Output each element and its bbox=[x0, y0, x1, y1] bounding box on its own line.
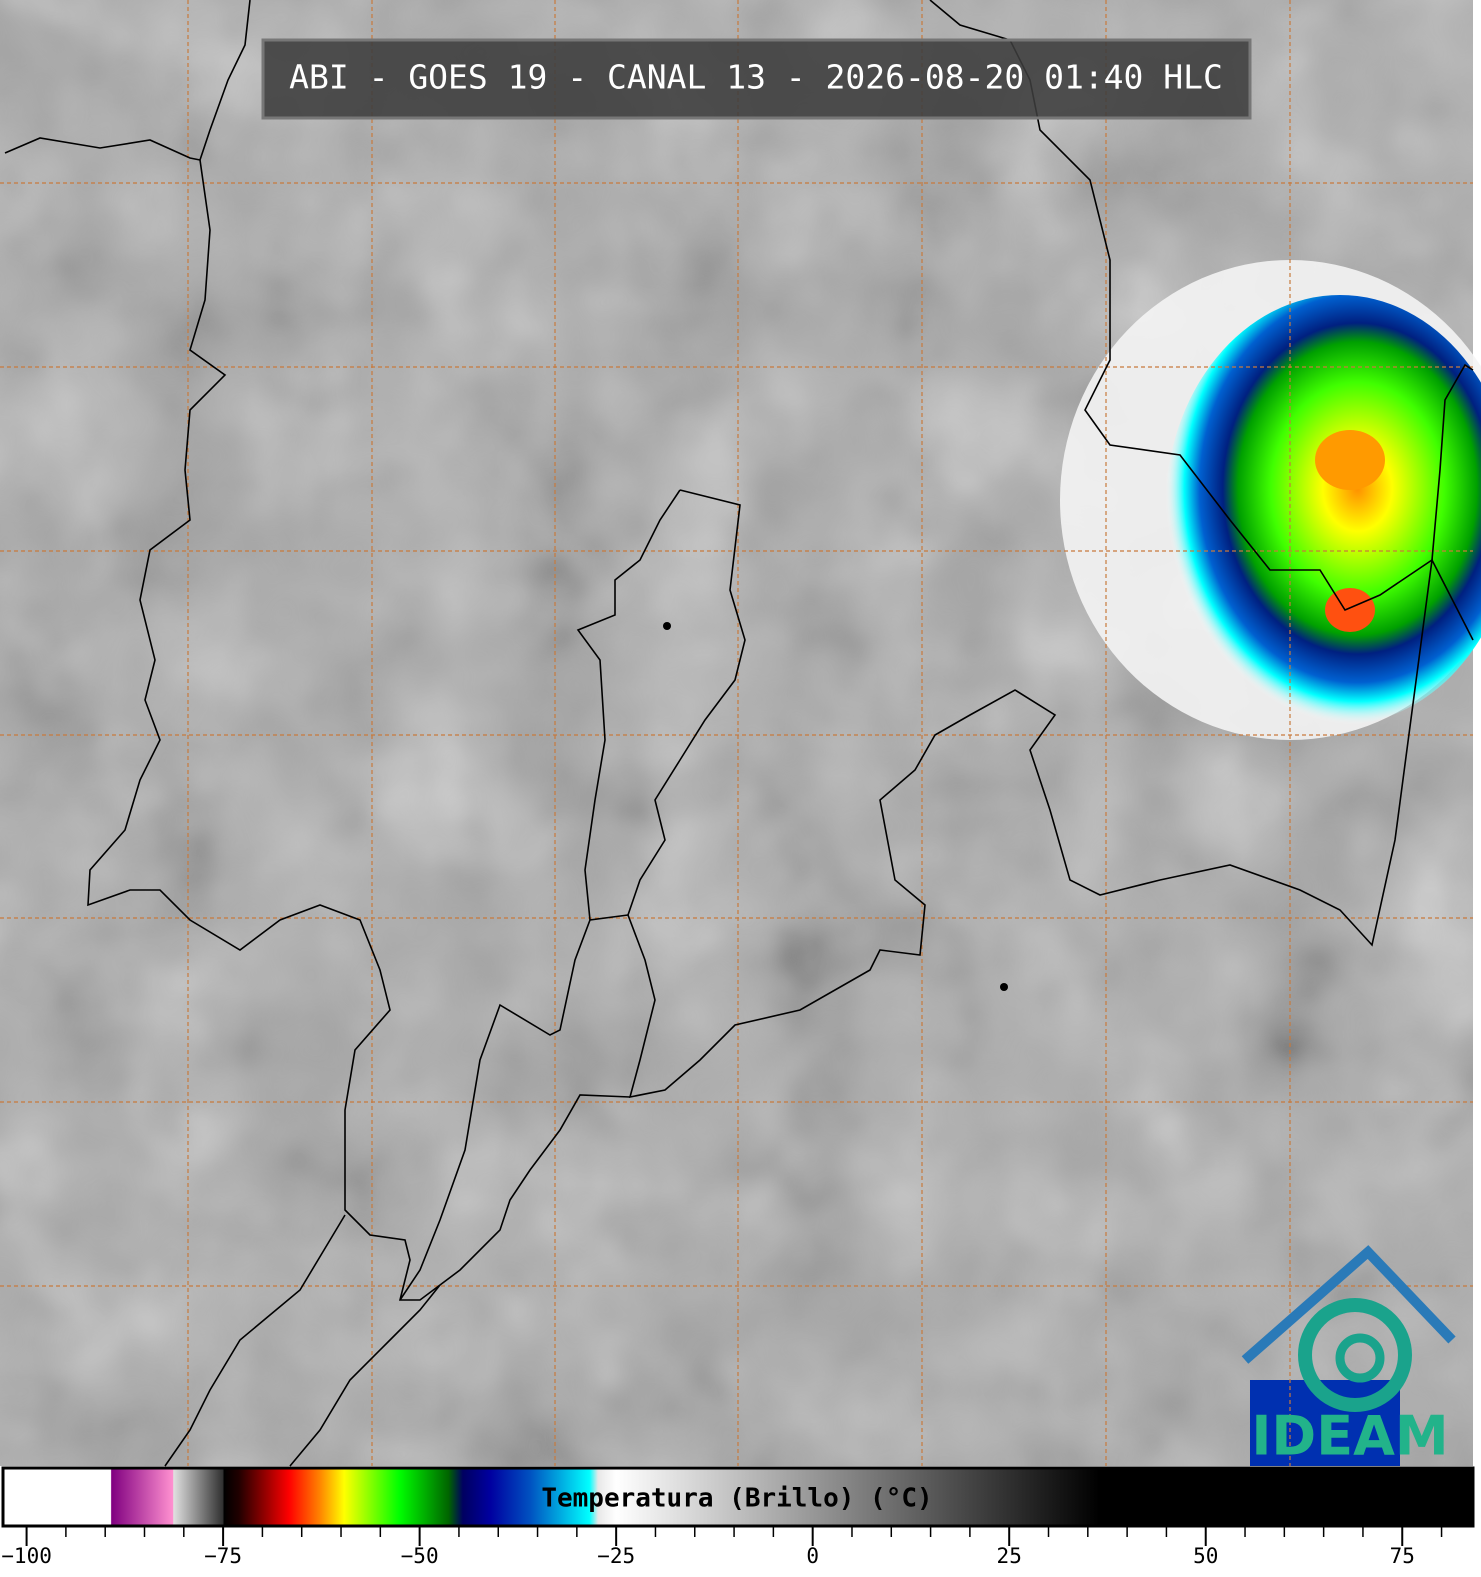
tick-label: 75 bbox=[1390, 1544, 1415, 1568]
title: ABI - GOES 19 - CANAL 13 - 2026-08-20 01… bbox=[289, 58, 1223, 97]
grid bbox=[0, 0, 1473, 1466]
logo-text: IDEAM bbox=[1251, 1405, 1448, 1468]
colorbar-scale bbox=[1, 1466, 1475, 1528]
tick-label: −25 bbox=[597, 1544, 635, 1568]
colorbar: Temperatura (Brillo) (°C) −100 −75 −50 −25 0… bbox=[1, 1466, 1475, 1568]
colorbar-label: Temperatura (Brillo) (°C) bbox=[541, 1484, 932, 1514]
boundaries bbox=[4, 0, 1474, 1467]
logo: IDEAM bbox=[1241, 1245, 1456, 1468]
tick-label: 50 bbox=[1193, 1544, 1218, 1568]
tick-label: −50 bbox=[401, 1544, 439, 1568]
tick-label: −100 bbox=[1, 1544, 52, 1568]
tick-label: 0 bbox=[806, 1544, 819, 1568]
satellite-image bbox=[0, 0, 1481, 1466]
tick-label: 25 bbox=[997, 1544, 1022, 1568]
title-box: ABI - GOES 19 - CANAL 13 - 2026-08-20 01… bbox=[261, 38, 1252, 120]
tick-label: −75 bbox=[204, 1544, 242, 1568]
